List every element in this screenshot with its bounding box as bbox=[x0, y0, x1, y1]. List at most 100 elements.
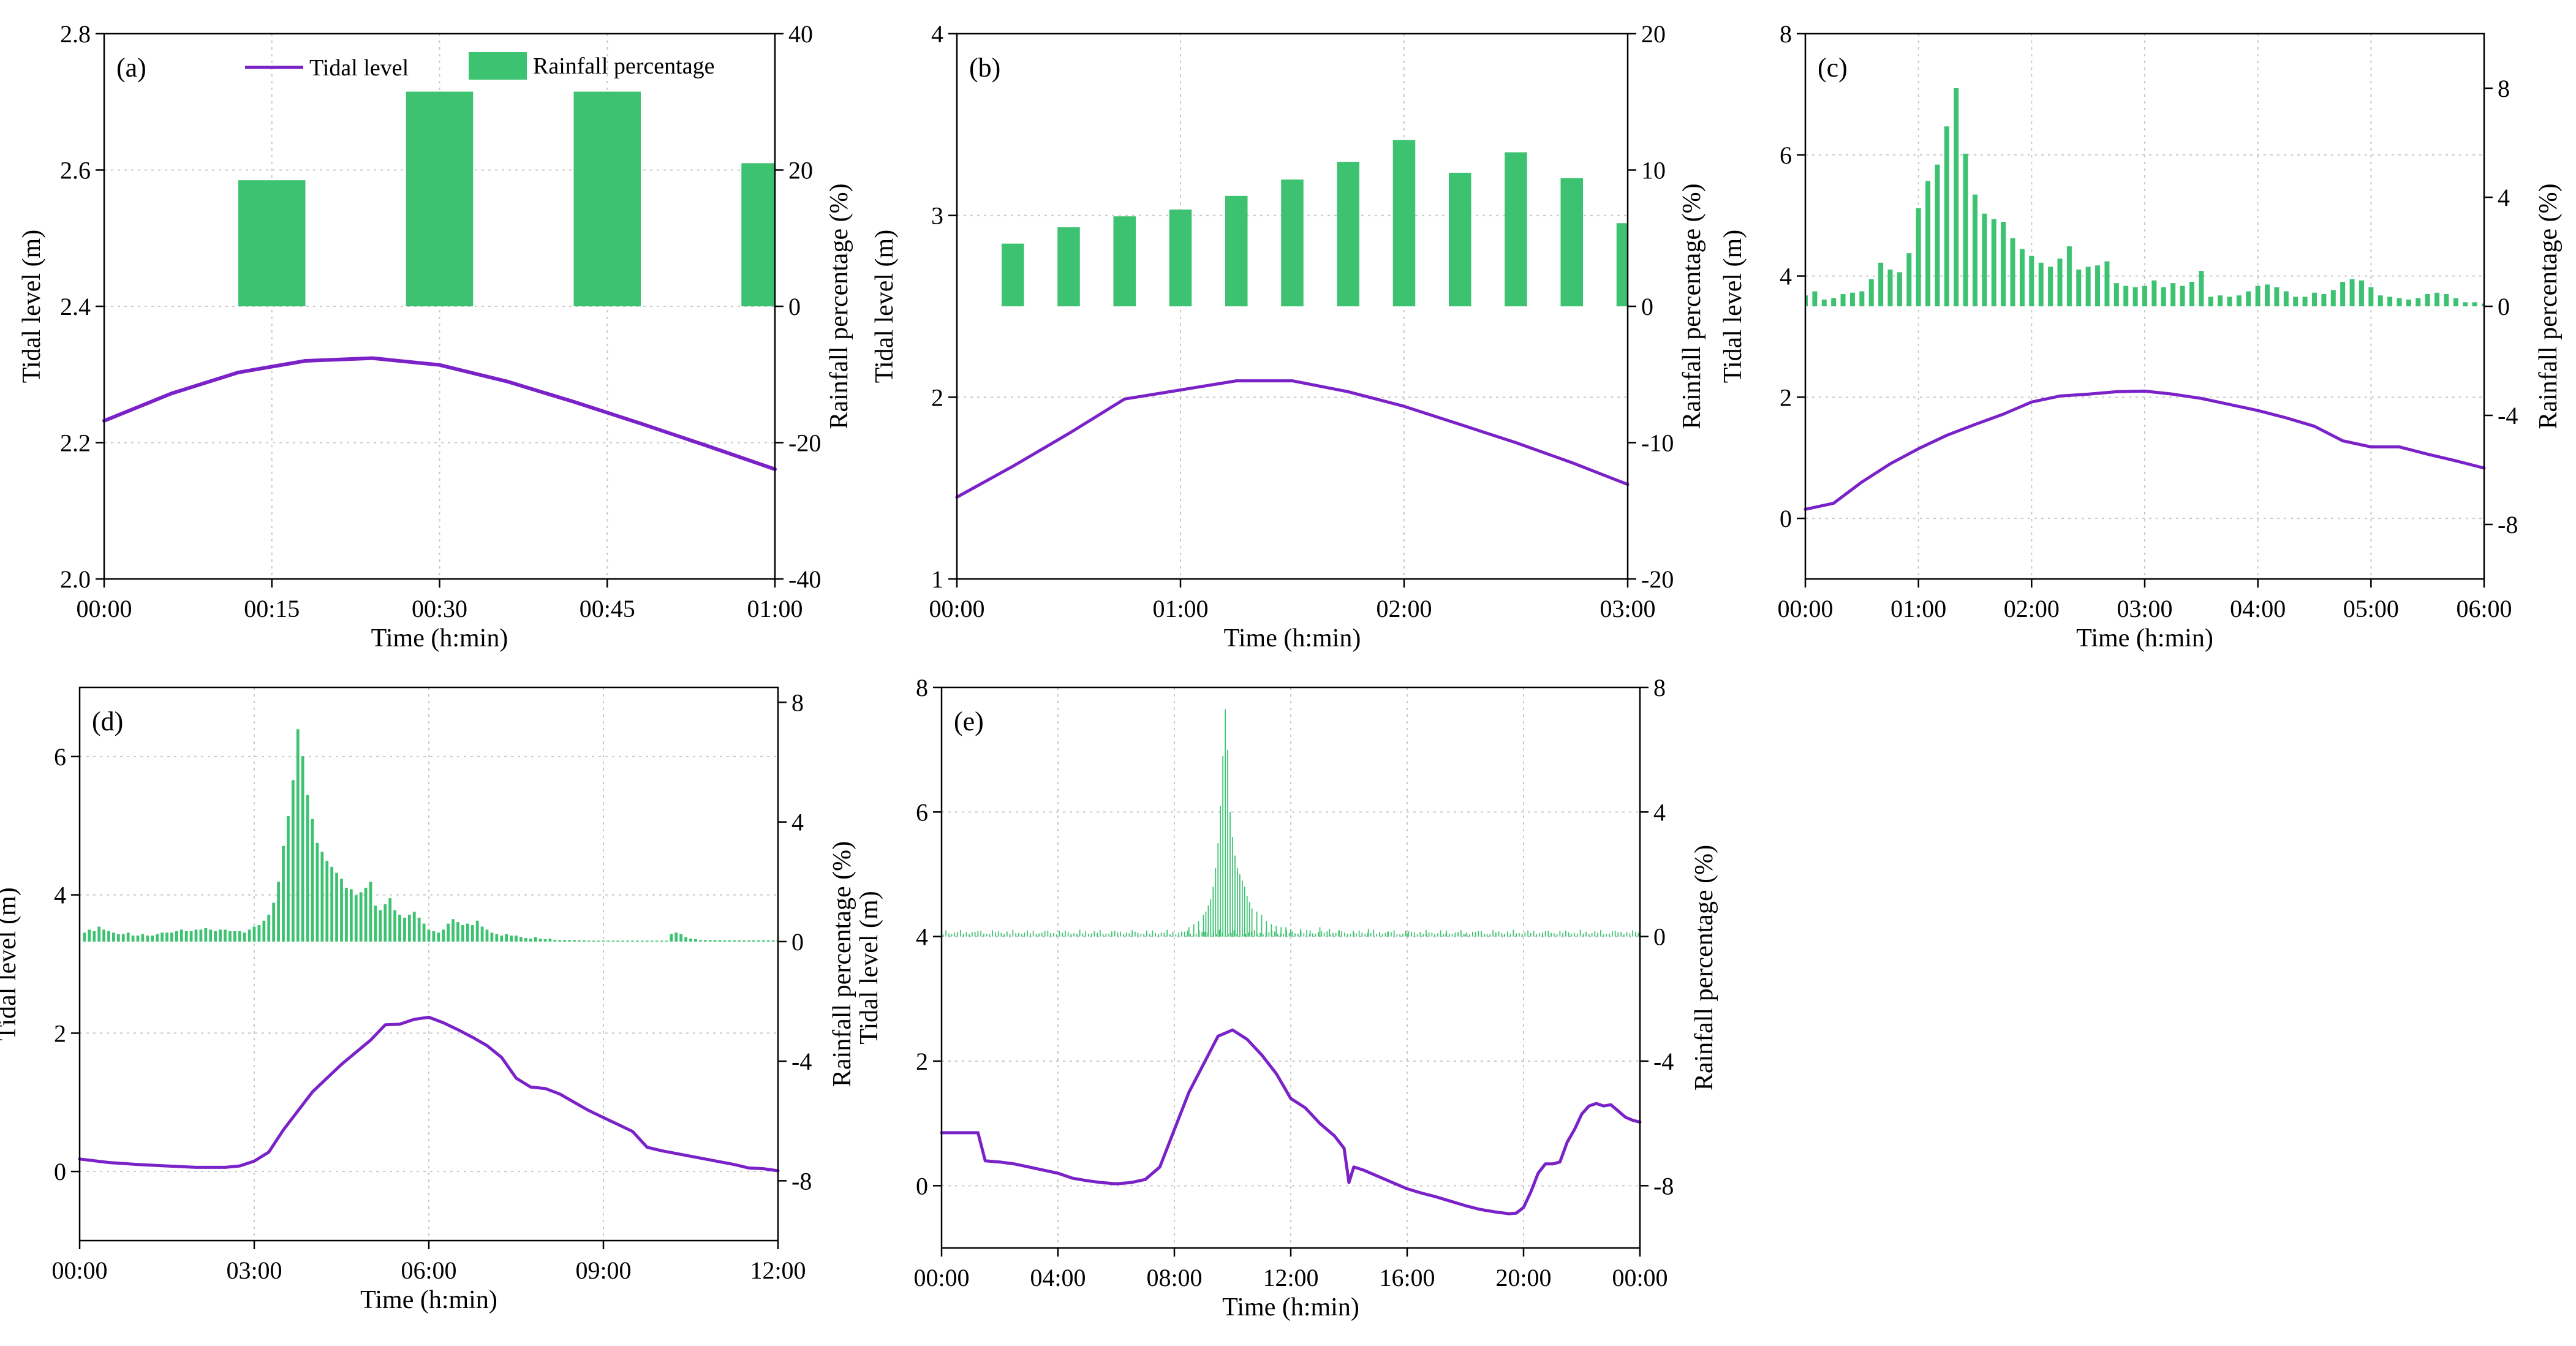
rainfall-bar bbox=[287, 815, 290, 942]
rainfall-bar bbox=[1600, 930, 1601, 937]
rainfall-bar bbox=[437, 932, 440, 942]
rainfall-bar bbox=[214, 931, 217, 942]
rainfall-bar bbox=[1414, 932, 1415, 937]
rainfall-bar bbox=[1015, 933, 1016, 937]
rainfall-bar bbox=[1821, 299, 1827, 306]
y2-tick-label: 4 bbox=[1653, 798, 1666, 826]
rainfall-bar bbox=[1868, 279, 1874, 306]
rainfall-bar bbox=[1309, 930, 1311, 937]
rainfall-bar bbox=[485, 929, 489, 942]
y2-tick-label: 10 bbox=[1641, 157, 1666, 184]
rainfall-bar bbox=[116, 934, 120, 942]
rainfall-bar bbox=[1143, 934, 1144, 937]
rainfall-bar bbox=[1212, 887, 1214, 937]
rainfall-bar bbox=[1419, 932, 1421, 937]
rainfall-bar bbox=[611, 940, 615, 942]
rainfall-bar bbox=[951, 934, 953, 937]
rainfall-bar bbox=[733, 940, 736, 942]
rainfall-bar bbox=[1460, 930, 1462, 937]
rainfall-bar bbox=[2038, 262, 2044, 306]
rainfall-bar bbox=[243, 932, 246, 942]
rainfall-bar bbox=[1551, 932, 1552, 937]
x-tick-label: 12:00 bbox=[750, 1257, 806, 1284]
rainfall-bar bbox=[989, 934, 991, 937]
rainfall-bar bbox=[1489, 934, 1491, 937]
rainfall-bar bbox=[1547, 931, 1549, 937]
rainfall-bar bbox=[1481, 931, 1482, 937]
rainfall-bar bbox=[957, 932, 958, 937]
rainfall-bar bbox=[655, 940, 659, 942]
x-tick-label: 04:00 bbox=[1030, 1264, 1086, 1291]
rainfall-bar bbox=[1003, 934, 1005, 937]
rainfall-bar bbox=[1393, 930, 1395, 937]
rainfall-bar bbox=[972, 932, 973, 937]
rainfall-bar bbox=[1111, 931, 1112, 937]
plot-frame bbox=[940, 686, 1641, 1249]
rainfall-bar bbox=[1571, 934, 1573, 937]
rainfall-bar bbox=[1178, 932, 1179, 937]
rainfall-bar bbox=[1629, 933, 1631, 937]
rainfall-bar bbox=[1281, 180, 1304, 306]
rainfall-bar bbox=[238, 931, 241, 942]
rainfall-bar bbox=[2076, 269, 2082, 306]
rainfall-bar bbox=[1007, 931, 1008, 937]
y-axis-title: Tidal level (m) bbox=[855, 891, 883, 1044]
y-tick-label: 3 bbox=[931, 202, 943, 230]
rainfall-bar bbox=[616, 940, 620, 942]
rainfall-bar bbox=[515, 936, 518, 942]
panel-b: 00:00 01:00 02:00 03:00 1 2 3 4 -20 -10 0 10 20 Time … bbox=[871, 20, 1706, 652]
rainfall-bar bbox=[1053, 933, 1054, 937]
rainfall-bar bbox=[1113, 216, 1136, 306]
rainfall-bar bbox=[427, 929, 431, 942]
rainfall-bar bbox=[1533, 931, 1535, 937]
rainfall-bar bbox=[1527, 930, 1528, 937]
rainfall-bar bbox=[1002, 243, 1024, 306]
rainfall-bars bbox=[1805, 88, 2484, 307]
rainfall-bar bbox=[969, 934, 970, 937]
rainfall-bar bbox=[1609, 933, 1610, 937]
rainfall-bar bbox=[1070, 934, 1072, 937]
rainfall-bar bbox=[1585, 931, 1587, 937]
rainfall-bar bbox=[1356, 933, 1357, 937]
rainfall-bar bbox=[1963, 153, 1968, 306]
rainfall-bar bbox=[1440, 930, 1441, 937]
rainfall-bar bbox=[578, 940, 581, 942]
y2-tick-label: 40 bbox=[788, 20, 813, 48]
rainfall-bar bbox=[480, 926, 484, 942]
rainfall-bar bbox=[1466, 932, 1468, 937]
rainfall-bar bbox=[1108, 933, 1109, 937]
rainfall-bar bbox=[83, 932, 86, 942]
rainfall-bar bbox=[2274, 287, 2279, 306]
rainfall-bar bbox=[694, 939, 697, 942]
rainfall-bar bbox=[442, 929, 445, 942]
rainfall-bar bbox=[2104, 261, 2110, 306]
rainfall-bar bbox=[602, 940, 605, 942]
rainfall-bar bbox=[1274, 931, 1275, 937]
rainfall-bar bbox=[1018, 932, 1019, 937]
rainfall-bar bbox=[761, 940, 765, 942]
rainfall-bar bbox=[1347, 933, 1348, 937]
y-tick-label: 2.2 bbox=[60, 429, 91, 457]
rainfall-bar bbox=[1465, 934, 1466, 937]
rainfall-bar bbox=[510, 936, 513, 942]
rainfall-bar bbox=[752, 940, 755, 942]
rainfall-bar bbox=[1451, 934, 1453, 937]
rainfall-bar bbox=[1591, 933, 1593, 937]
rainfall-bar bbox=[1635, 931, 1636, 937]
y-tick-label: 8 bbox=[916, 674, 928, 701]
rainfall-bar bbox=[1831, 298, 1837, 306]
rainfall-bar bbox=[121, 934, 125, 942]
rainfall-bar bbox=[1443, 934, 1445, 937]
rainfall-bar bbox=[1260, 932, 1261, 937]
rainfall-bar bbox=[1521, 934, 1523, 937]
rainfall-bar bbox=[233, 931, 236, 942]
rainfall-bar bbox=[2302, 297, 2308, 306]
rainfall-bar bbox=[1582, 933, 1584, 937]
x-tick-label: 01:00 bbox=[747, 595, 803, 622]
rainfall-bar bbox=[1326, 931, 1328, 937]
rainfall-bar bbox=[451, 919, 455, 942]
rainfall-bar bbox=[1344, 932, 1345, 937]
rainfall-bar bbox=[2029, 255, 2034, 306]
rainfall-bar bbox=[1463, 933, 1465, 937]
